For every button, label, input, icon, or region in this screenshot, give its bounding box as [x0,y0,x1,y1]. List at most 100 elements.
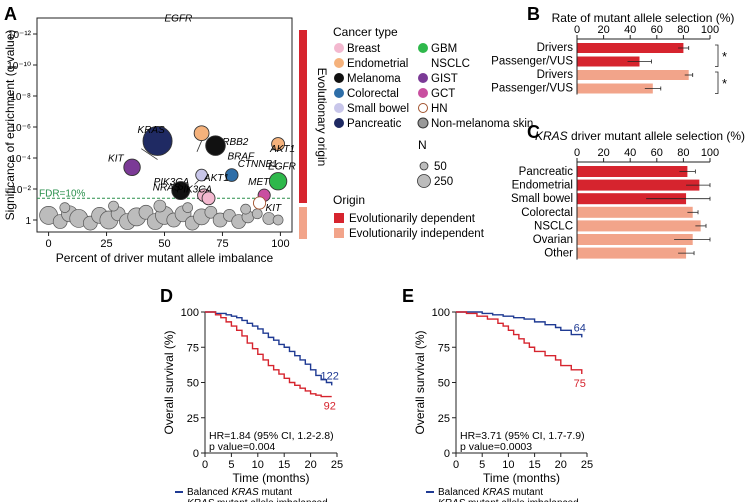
legend-label: GCT [431,88,455,100]
gene-label: NRAS [153,183,181,194]
legend-label: Non-melanoma skin [431,118,533,130]
panel-letter-b: B [527,4,540,24]
y-tick-label: 10⁻⁴ [10,154,31,165]
title-gene: KRAS [535,129,568,143]
at-risk-label: 75 [574,378,586,390]
axis-tick-label: 40 [624,24,636,36]
gene-point [268,172,288,191]
chart-title: KRAS driver mutant allele selection (%) [535,129,745,143]
origin-legend-swatch [334,213,344,223]
x-tick-label: 0 [202,459,208,471]
legend-label: Colorectal [347,88,399,100]
legend-label: Small bowel [347,103,409,115]
origin-legend-label: Evolutionarily independent [349,228,485,240]
bar [577,247,687,259]
legend-swatch [418,88,428,98]
gene-label: AKT1 [269,144,295,155]
axis-tick-label: 100 [701,24,719,36]
x-tick-label: 20 [304,459,316,471]
gene-point [123,158,141,176]
legend-label: Melanoma [347,73,401,85]
y-axis-label: Overall survival (%) [413,330,427,434]
legend-text-part: KRAS [438,498,466,502]
y-tick-label: 100 [432,307,450,319]
panel-letter-c: C [527,122,540,142]
panel-e-survival-curve: 0 5 10 15 20 25 0 25 50 75 100 Time (months) Overall… [413,307,593,502]
x-tick-label: 15 [278,459,290,471]
axis-tick-label: 0 [574,24,580,36]
legend-swatch [334,43,344,53]
nonsignificant-point [59,202,71,213]
gene-label: EGFR [165,14,193,25]
gene-label: ERBB2 [216,137,249,148]
legend-swatch [417,117,429,129]
legend-text-part: Balanced [187,487,231,498]
category-label: Colorectal [521,207,573,219]
x-axis-label: Time (months) [233,471,310,485]
legend-swatch [334,118,344,128]
survival-curve [456,311,583,375]
y-tick-label: 75 [187,342,199,354]
category-label: Pancreatic [519,166,574,178]
y-tick-label: 10⁻⁸ [10,92,31,103]
axis-tick-label: 60 [651,24,663,36]
nonsignificant-point [153,199,167,213]
gene-point [271,137,286,151]
axis-tick-label: 40 [624,147,636,159]
origin-legend-label: Evolutionarily dependent [349,213,476,225]
axis-tick-label: 60 [651,147,663,159]
at-risk-label: 122 [321,370,339,382]
legend-swatch [334,73,344,83]
significance-bracket [715,71,719,94]
bar [577,193,687,205]
bar [577,70,689,80]
significance-bracket [715,44,719,67]
legend-swatch [334,58,344,68]
nonsignificant-point [182,202,194,213]
axis-tick-label: 80 [677,24,689,36]
origin-legend-swatch [334,228,344,238]
legend-swatch [418,103,428,113]
x-tick-label: 0 [46,238,52,250]
leader-line [141,148,158,160]
panel-letter-d: D [160,286,173,306]
x-tick-label: 0 [453,459,459,471]
x-tick-label: 15 [528,459,540,471]
legend-swatch [334,103,344,113]
gene-label: MET [248,177,270,188]
hazard-ratio-text: HR=3.71 (95% CI, 1.7-7.9) [460,430,585,442]
p-value-text: p value=0.0003 [460,441,532,453]
legend-label: Balanced KRAS mutant [438,487,543,498]
nonsignificant-point [251,208,263,220]
bar [577,179,700,191]
nonsignificant-point [240,203,251,215]
axis-tick-label: 80 [677,147,689,159]
survival-curve [205,311,333,386]
y-tick-label: 1 [25,216,31,227]
category-label: Drivers [537,42,574,54]
fdr-label: FDR=10% [39,188,86,199]
legend-label: Breast [347,43,381,55]
category-label: Passenger/VUS [491,83,573,95]
y-tick-label: 0 [193,448,199,460]
legend-text-part: Balanced [438,487,482,498]
y-axis-label: Significance of enrichment (q value) [3,30,17,221]
category-label: Small bowel [511,193,573,205]
category-label: NSCLC [534,220,573,232]
x-tick-label: 10 [252,459,264,471]
panel-letter-e: E [402,286,414,306]
bar [577,166,688,177]
title-rest: driver mutant allele selection (%) [568,129,745,143]
chart-title: Rate of mutant allele selection (%) [552,11,735,25]
panel-a-scatter: 0 25 50 75 100 1 10⁻² 10⁻⁴ 10⁻⁶ 10⁻⁸ 10⁻¹⁰ 10⁻¹² Per… [3,14,533,265]
y-tick-label: 25 [438,413,450,425]
x-tick-label: 75 [216,238,228,250]
origin-independent-bar [299,207,307,239]
axis-tick-label: 0 [574,147,580,159]
axis-tick-label: 20 [597,147,609,159]
leader-line [196,140,202,152]
origin-legend-title: Origin [333,193,365,207]
size-legend-label: 50 [434,161,447,173]
category-label: Ovarian [533,234,573,246]
